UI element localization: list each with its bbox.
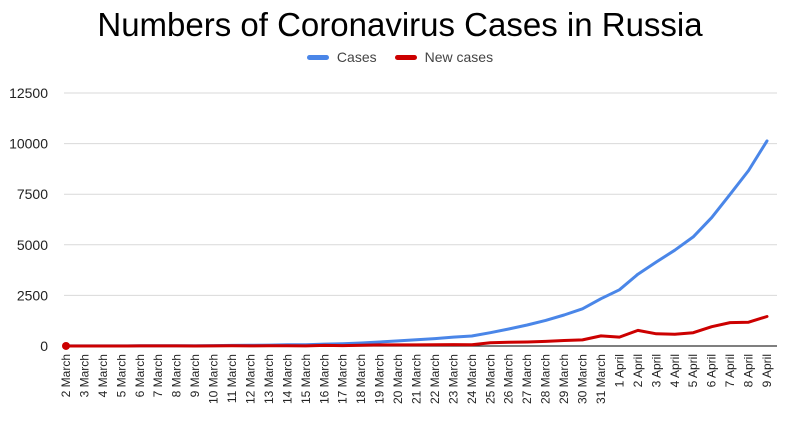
x-tick-label: 4 March	[96, 354, 110, 397]
x-tick-label: 5 April	[686, 354, 700, 387]
legend-swatch-new-cases	[394, 54, 417, 60]
legend-item-new-cases: New cases	[394, 49, 494, 65]
chart-title: Numbers of Coronavirus Cases in Russia	[97, 6, 703, 43]
x-tick-label: 28 March	[539, 354, 553, 404]
x-tick-label: 1 April	[612, 354, 626, 387]
x-tick-label: 14 March	[280, 354, 294, 404]
x-tick-label: 25 March	[483, 354, 497, 404]
x-tick-label: 23 March	[446, 354, 460, 404]
x-tick-label: 27 March	[520, 354, 534, 404]
x-tick-label: 8 April	[742, 354, 756, 387]
chart-legend: Cases New cases	[0, 49, 800, 65]
x-tick-label: 8 March	[170, 354, 184, 397]
x-tick-label: 24 March	[465, 354, 479, 404]
x-tick-label: 9 April	[760, 354, 774, 387]
x-tick-label: 10 March	[207, 354, 221, 404]
x-tick-label: 18 March	[354, 354, 368, 404]
legend-item-cases: Cases	[306, 49, 377, 65]
x-tick-label: 3 April	[649, 354, 663, 387]
series-line-new-cases	[64, 315, 769, 348]
x-tick-label: 15 March	[299, 354, 313, 404]
y-tick-label: 7500	[17, 186, 48, 202]
x-tick-label: 5 March	[114, 354, 128, 397]
x-tick-label: 26 March	[502, 354, 516, 404]
x-tick-label: 20 March	[391, 354, 405, 404]
y-tick-label: 2500	[17, 287, 48, 303]
x-tick-label: 19 March	[373, 354, 387, 404]
x-tick-label: 11 March	[225, 354, 239, 403]
x-tick-label: 12 March	[243, 354, 257, 404]
legend-label-cases: Cases	[336, 49, 377, 65]
x-tick-label: 7 April	[723, 354, 737, 387]
y-tick-label: 5000	[17, 237, 48, 253]
y-tick-label: 12500	[9, 85, 48, 101]
x-tick-label: 16 March	[317, 354, 331, 404]
x-tick-label: 6 March	[133, 354, 147, 397]
x-tick-label: 17 March	[336, 354, 350, 404]
x-tick-label: 3 March	[77, 354, 91, 397]
x-tick-label: 9 March	[188, 354, 202, 397]
x-tick-label: 6 April	[705, 354, 719, 387]
x-tick-label: 30 March	[576, 354, 590, 404]
x-tick-label: 29 March	[557, 354, 571, 404]
y-tick-label: 10000	[9, 136, 48, 152]
data-point-new-cases	[62, 341, 70, 350]
x-tick-label: 7 March	[151, 354, 165, 397]
x-tick-label: 4 April	[668, 354, 682, 387]
x-tick-label: 2 March	[59, 354, 73, 397]
y-tick-label: 0	[40, 338, 48, 354]
x-tick-label: 21 March	[410, 354, 424, 404]
series-line-cases	[64, 139, 769, 348]
x-tick-label: 31 March	[594, 354, 608, 404]
x-tick-label: 13 March	[262, 354, 276, 404]
legend-label-new-cases: New cases	[424, 49, 494, 65]
legend-swatch-cases	[306, 54, 329, 60]
x-tick-label: 2 April	[631, 354, 645, 387]
x-tick-label: 22 March	[428, 354, 442, 404]
